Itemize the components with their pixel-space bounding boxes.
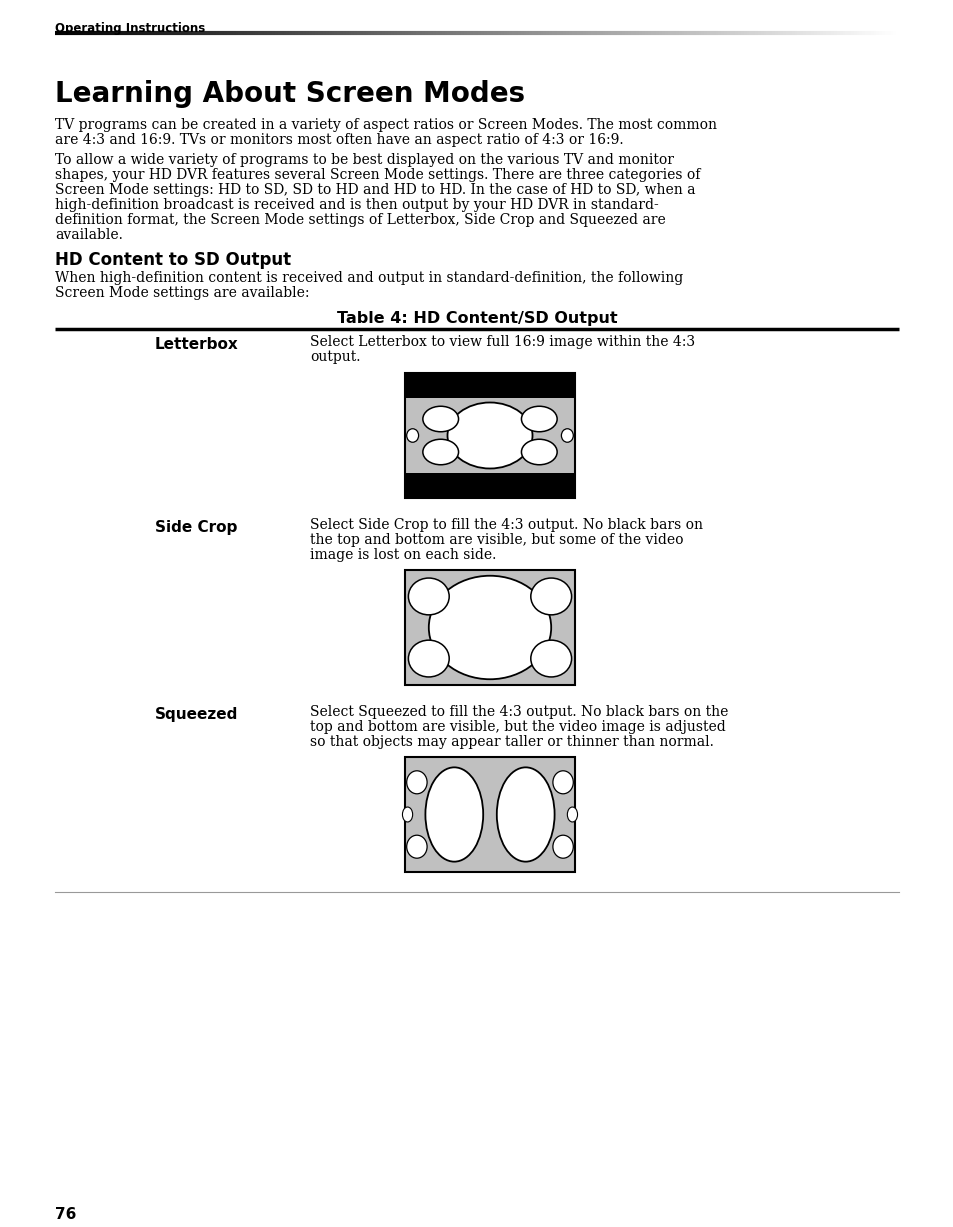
Text: Side Crop: Side Crop: [154, 520, 237, 535]
Text: are 4:3 and 16:9. TVs or monitors most often have an aspect ratio of 4:3 or 16:9: are 4:3 and 16:9. TVs or monitors most o…: [55, 133, 623, 147]
Ellipse shape: [560, 428, 573, 442]
Ellipse shape: [408, 578, 449, 615]
Text: Select Side Crop to fill the 4:3 output. No black bars on: Select Side Crop to fill the 4:3 output.…: [310, 518, 702, 533]
Ellipse shape: [497, 767, 554, 861]
Ellipse shape: [567, 807, 577, 822]
Ellipse shape: [406, 771, 427, 794]
Text: Operating Instructions: Operating Instructions: [55, 22, 205, 36]
Text: output.: output.: [310, 350, 360, 364]
Ellipse shape: [428, 575, 551, 680]
Ellipse shape: [422, 439, 458, 465]
Text: Squeezed: Squeezed: [154, 707, 238, 721]
Text: Screen Mode settings: HD to SD, SD to HD and HD to HD. In the case of HD to SD, : Screen Mode settings: HD to SD, SD to HD…: [55, 183, 695, 198]
Ellipse shape: [406, 836, 427, 858]
Ellipse shape: [530, 578, 571, 615]
Ellipse shape: [447, 402, 532, 469]
Text: Table 4: HD Content/SD Output: Table 4: HD Content/SD Output: [336, 310, 617, 326]
Text: the top and bottom are visible, but some of the video: the top and bottom are visible, but some…: [310, 533, 682, 547]
Ellipse shape: [422, 406, 458, 432]
Text: HD Content to SD Output: HD Content to SD Output: [55, 252, 291, 269]
Text: Select Letterbox to view full 16:9 image within the 4:3: Select Letterbox to view full 16:9 image…: [310, 335, 695, 348]
Bar: [405, 571, 575, 685]
Ellipse shape: [521, 406, 557, 432]
Text: shapes, your HD DVR features several Screen Mode settings. There are three categ: shapes, your HD DVR features several Scr…: [55, 168, 700, 182]
Text: 76: 76: [55, 1207, 76, 1222]
Text: top and bottom are visible, but the video image is adjusted: top and bottom are visible, but the vide…: [310, 720, 725, 734]
Bar: [405, 757, 575, 872]
Ellipse shape: [521, 439, 557, 465]
Text: TV programs can be created in a variety of aspect ratios or Screen Modes. The mo: TV programs can be created in a variety …: [55, 118, 717, 133]
Ellipse shape: [402, 807, 413, 822]
Ellipse shape: [406, 428, 418, 442]
Text: so that objects may appear taller or thinner than normal.: so that objects may appear taller or thi…: [310, 735, 713, 748]
Text: Select Squeezed to fill the 4:3 output. No black bars on the: Select Squeezed to fill the 4:3 output. …: [310, 706, 727, 719]
Text: Learning About Screen Modes: Learning About Screen Modes: [55, 80, 524, 108]
Ellipse shape: [553, 771, 573, 794]
Bar: [405, 373, 575, 498]
Ellipse shape: [425, 767, 482, 861]
Ellipse shape: [408, 640, 449, 677]
Bar: [405, 373, 575, 498]
Text: high-definition broadcast is received and is then output by your HD DVR in stand: high-definition broadcast is received an…: [55, 198, 659, 212]
Ellipse shape: [553, 836, 573, 858]
Bar: [405, 398, 575, 472]
Text: When high-definition content is received and output in standard-definition, the : When high-definition content is received…: [55, 271, 682, 285]
Text: image is lost on each side.: image is lost on each side.: [310, 548, 496, 562]
Text: definition format, the Screen Mode settings of Letterbox, Side Crop and Squeezed: definition format, the Screen Mode setti…: [55, 213, 665, 227]
Text: available.: available.: [55, 228, 123, 242]
Text: To allow a wide variety of programs to be best displayed on the various TV and m: To allow a wide variety of programs to b…: [55, 153, 673, 167]
Text: Screen Mode settings are available:: Screen Mode settings are available:: [55, 286, 309, 299]
Text: Letterbox: Letterbox: [154, 337, 238, 352]
Ellipse shape: [530, 640, 571, 677]
